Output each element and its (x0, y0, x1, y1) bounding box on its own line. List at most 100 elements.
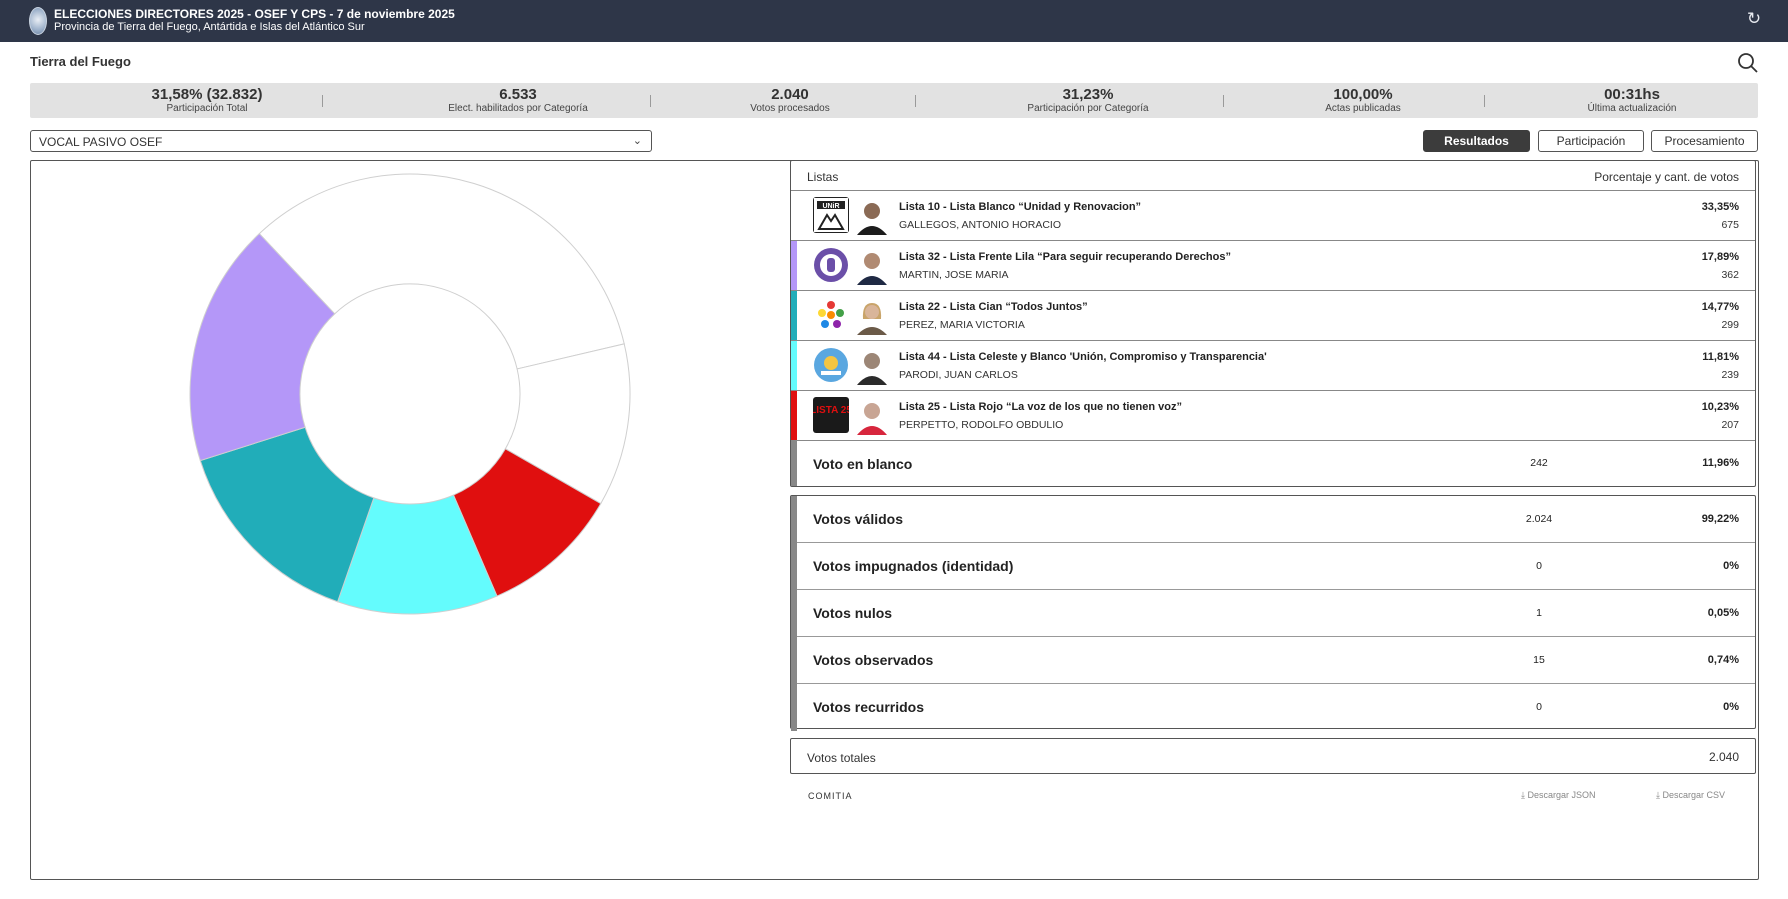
list-name: Lista 44 - Lista Celeste y Blanco 'Unión… (899, 351, 1267, 363)
summary-count: 1 (1536, 607, 1542, 619)
summary-percentage: 0% (1723, 560, 1739, 572)
category-select[interactable]: VOCAL PASIVO OSEF ⌄ (30, 130, 652, 152)
summary-label: Votos recurridos (813, 699, 924, 715)
candidate-photo-icon (853, 297, 891, 335)
summary-row-valid: Votos válidos 2.024 99,22% (791, 496, 1755, 543)
list-logo-icon: UNiR (813, 197, 849, 233)
download-json-link[interactable]: ⤓ Descargar JSON (1521, 790, 1596, 800)
summary-percentage: 0% (1723, 701, 1739, 713)
stat-value: 6.533 (499, 86, 537, 103)
stat-label: Actas publicadas (1325, 103, 1401, 114)
list-logo-text: UNiR (822, 203, 839, 210)
lists-table: Listas Porcentaje y cant. de votos UNiR … (790, 160, 1756, 487)
region-title: Tierra del Fuego (30, 54, 131, 69)
blank-vote-label: Voto en blanco (813, 456, 913, 472)
summary-color-bar (791, 637, 797, 684)
stat-value: 00:31hs (1604, 86, 1660, 103)
list-color-bar (791, 391, 797, 440)
summary-color-bar (791, 684, 797, 731)
list-row[interactable]: LISTA 25 Lista 25 - Lista Rojo “La voz d… (791, 391, 1755, 441)
divider (915, 95, 916, 107)
col-percentage: Porcentaje y cant. de votos (1594, 170, 1739, 184)
summary-label: Votos observados (813, 652, 934, 668)
candidate-photo-icon (853, 247, 891, 285)
search-icon[interactable] (1737, 52, 1759, 74)
divider (1223, 95, 1224, 107)
list-percentage: 10,23% (1701, 401, 1739, 413)
list-logo-icon (814, 248, 848, 282)
list-color-bar (791, 341, 797, 390)
candidate-name: PERPETTO, RODOLFO OBDULIO (899, 419, 1064, 431)
stat-eligible-voters: 6.533 Elect. habilitados por Categoría (408, 86, 628, 115)
summary-count: 15 (1533, 654, 1545, 666)
refresh-icon[interactable]: ↻ (1746, 9, 1762, 28)
footer: COMITIA ⤓ Descargar JSON ⤓ Descargar CSV (790, 788, 1756, 804)
list-vote-count: 299 (1721, 319, 1739, 331)
list-percentage: 33,35% (1701, 201, 1739, 213)
summary-row-observed: Votos observados 15 0,74% (791, 637, 1755, 684)
stat-label: Votos procesados (750, 103, 830, 114)
total-votes-row: Votos totales 2.040 (790, 738, 1756, 774)
summary-percentage: 0,05% (1707, 607, 1739, 619)
summary-label: Votos impugnados (identidad) (813, 558, 1014, 574)
stat-value: 31,23% (1062, 86, 1114, 103)
list-logo-icon (813, 297, 849, 333)
list-name: Lista 22 - Lista Cian “Todos Juntos” (899, 301, 1088, 313)
list-logo-icon: LISTA 25 (813, 397, 849, 433)
stat-label: Participación por Categoría (1027, 103, 1149, 114)
list-logo-text: LISTA 25 (813, 405, 849, 416)
summary-row-appealed: Votos recurridos 0 0% (791, 684, 1755, 731)
candidate-photo-icon (853, 397, 891, 435)
top-bar: ELECCIONES DIRECTORES 2025 - OSEF Y CPS … (0, 0, 1788, 42)
candidate-photo-icon (853, 347, 891, 385)
tab-results[interactable]: Resultados (1423, 130, 1530, 152)
stat-processed-votes: 2.040 Votos procesados (710, 86, 870, 115)
stats-bar: 31,58% (32.832) Participación Total 6.53… (30, 83, 1758, 118)
blank-color-bar (791, 441, 797, 486)
donut-slice-lista-10[interactable] (258, 173, 625, 370)
category-select-value: VOCAL PASIVO OSEF (39, 135, 163, 149)
candidate-name: PARODI, JUAN CARLOS (899, 369, 1018, 381)
list-row[interactable]: Lista 22 - Lista Cian “Todos Juntos” PER… (791, 291, 1755, 341)
summary-color-bar (791, 590, 797, 637)
list-vote-count: 675 (1721, 219, 1739, 231)
donut-slice-lista-22[interactable] (199, 426, 375, 603)
stat-last-update: 00:31hs Última actualización (1542, 86, 1722, 115)
list-logo-icon (814, 348, 848, 382)
chevron-down-icon: ⌄ (632, 135, 642, 147)
stat-value: 31,58% (32.832) (151, 86, 263, 103)
list-percentage: 14,77% (1701, 301, 1739, 313)
total-votes-label: Votos totales (807, 751, 876, 765)
list-percentage: 11,81% (1702, 351, 1739, 363)
list-row[interactable]: UNiR Lista 10 - Lista Blanco “Unidad y R… (791, 191, 1755, 241)
summary-count: 2.024 (1525, 513, 1553, 525)
divider (650, 95, 651, 107)
blank-vote-count: 242 (1530, 457, 1548, 469)
tab-participation[interactable]: Participación (1538, 130, 1644, 152)
list-name: Lista 32 - Lista Frente Lila “Para segui… (899, 251, 1231, 263)
list-vote-count: 207 (1721, 419, 1739, 431)
comitia-logo: COMITIA (808, 791, 853, 801)
candidate-name: PEREZ, MARIA VICTORIA (899, 319, 1025, 331)
summary-color-bar (791, 496, 797, 543)
summary-percentage: 99,22% (1701, 513, 1739, 525)
list-row[interactable]: Lista 32 - Lista Frente Lila “Para segui… (791, 241, 1755, 291)
candidate-name: GALLEGOS, ANTONIO HORACIO (899, 219, 1062, 231)
donut-slice-lista-32[interactable] (189, 232, 336, 462)
list-row[interactable]: Lista 44 - Lista Celeste y Blanco 'Unión… (791, 341, 1755, 391)
summary-count: 0 (1536, 701, 1542, 713)
list-color-bar (791, 241, 797, 290)
summary-label: Votos válidos (813, 511, 903, 527)
vote-summary-table: Votos válidos 2.024 99,22% Votos impugna… (790, 495, 1756, 731)
stat-published-records: 100,00% Actas publicadas (1273, 86, 1453, 115)
candidate-name: MARTIN, JOSE MARIA (899, 269, 1009, 281)
tab-processing[interactable]: Procesamiento (1651, 130, 1758, 152)
list-vote-count: 362 (1721, 269, 1739, 281)
stat-label: Elect. habilitados por Categoría (448, 103, 588, 114)
download-csv-link[interactable]: ⤓ Descargar CSV (1656, 790, 1725, 800)
summary-row-challenged: Votos impugnados (identidad) 0 0% (791, 543, 1755, 590)
blank-vote-row: Voto en blanco 242 11,96% (791, 441, 1755, 486)
stat-total-participation: 31,58% (32.832) Participación Total (117, 86, 297, 115)
list-color-bar (791, 291, 797, 340)
divider (1484, 95, 1485, 107)
